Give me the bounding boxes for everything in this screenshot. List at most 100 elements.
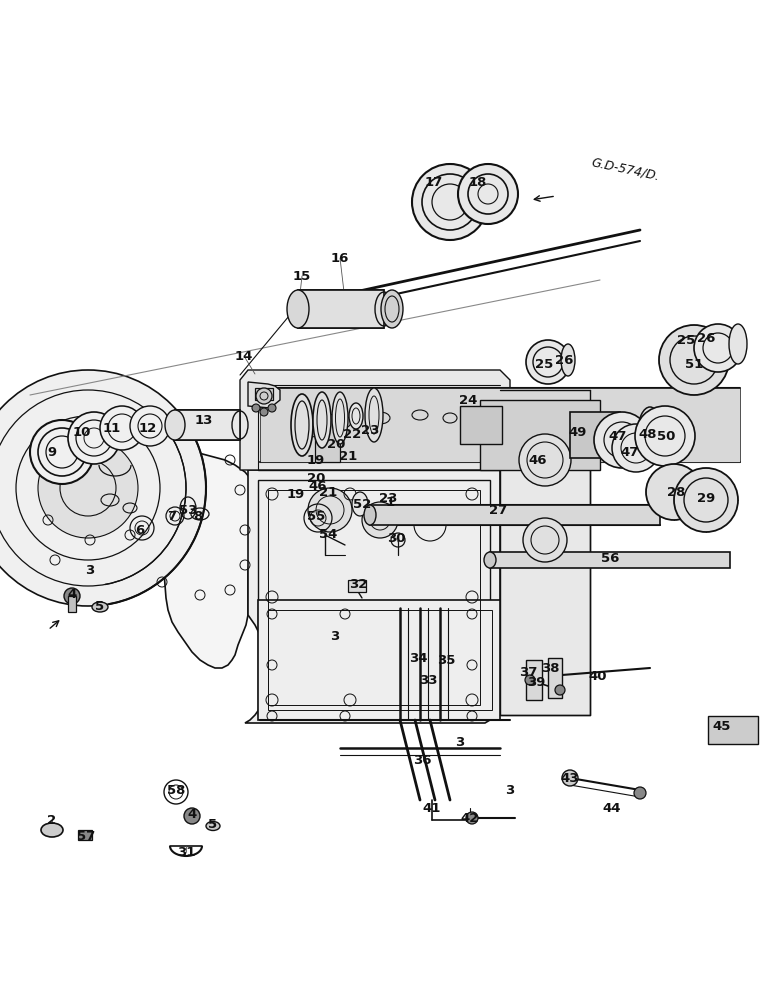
Polygon shape <box>500 390 590 715</box>
Circle shape <box>38 438 138 538</box>
Bar <box>175 410 240 440</box>
Circle shape <box>68 412 120 464</box>
Text: 23: 23 <box>361 424 379 436</box>
Text: 50: 50 <box>657 430 676 442</box>
Circle shape <box>0 370 206 606</box>
Text: 13: 13 <box>195 414 213 426</box>
Text: 5: 5 <box>208 818 218 832</box>
Circle shape <box>30 420 94 484</box>
Text: 38: 38 <box>540 662 559 674</box>
Circle shape <box>612 424 660 472</box>
Text: 23: 23 <box>379 491 397 504</box>
Text: 29: 29 <box>697 491 715 504</box>
Text: 32: 32 <box>349 578 367 590</box>
Circle shape <box>252 404 260 412</box>
Circle shape <box>694 324 742 372</box>
Text: 42: 42 <box>461 812 479 824</box>
Text: 4: 4 <box>67 587 76 600</box>
Bar <box>78 830 92 840</box>
Text: 8: 8 <box>193 510 202 522</box>
Bar <box>258 480 490 715</box>
Text: 54: 54 <box>319 528 337 540</box>
Circle shape <box>659 325 729 395</box>
Circle shape <box>412 164 488 240</box>
Text: 57: 57 <box>77 830 95 842</box>
Ellipse shape <box>206 822 220 830</box>
Circle shape <box>260 408 268 416</box>
Ellipse shape <box>349 403 363 429</box>
Circle shape <box>458 164 518 224</box>
Circle shape <box>562 770 578 786</box>
Bar <box>268 490 480 705</box>
Circle shape <box>634 787 646 799</box>
Polygon shape <box>245 470 500 723</box>
Text: 6: 6 <box>135 524 144 536</box>
Ellipse shape <box>41 823 63 837</box>
Circle shape <box>674 468 738 532</box>
Ellipse shape <box>352 492 368 516</box>
Circle shape <box>184 808 200 824</box>
Circle shape <box>526 340 570 384</box>
Text: 21: 21 <box>339 450 357 462</box>
Circle shape <box>525 675 535 685</box>
Ellipse shape <box>561 344 575 376</box>
Circle shape <box>594 412 650 468</box>
Text: 2: 2 <box>47 814 56 826</box>
Ellipse shape <box>313 392 331 448</box>
Bar <box>480 400 600 470</box>
Text: 16: 16 <box>331 251 349 264</box>
Text: 3: 3 <box>86 564 95 576</box>
Ellipse shape <box>729 324 747 364</box>
Text: 19: 19 <box>287 488 305 500</box>
Polygon shape <box>258 600 500 720</box>
Circle shape <box>635 406 695 466</box>
Text: 4: 4 <box>188 808 197 822</box>
Circle shape <box>646 464 702 520</box>
Text: 44: 44 <box>603 802 621 814</box>
Circle shape <box>268 404 276 412</box>
Text: 55: 55 <box>307 510 325 522</box>
Text: 15: 15 <box>293 269 311 282</box>
Text: 49: 49 <box>569 426 587 438</box>
Circle shape <box>100 406 144 450</box>
Polygon shape <box>248 382 280 408</box>
Text: 43: 43 <box>560 772 579 784</box>
Text: 45: 45 <box>713 720 731 732</box>
Text: 20: 20 <box>306 472 325 485</box>
Text: 36: 36 <box>413 754 432 766</box>
Text: 25: 25 <box>677 334 695 347</box>
Ellipse shape <box>484 552 496 568</box>
Ellipse shape <box>287 290 309 328</box>
Text: 27: 27 <box>489 504 507 516</box>
Circle shape <box>362 502 398 538</box>
Text: 10: 10 <box>73 426 91 438</box>
Bar <box>298 290 384 328</box>
Bar <box>490 552 730 568</box>
Text: 34: 34 <box>408 652 427 664</box>
Ellipse shape <box>365 388 383 442</box>
Text: 12: 12 <box>139 422 157 434</box>
Text: 20: 20 <box>327 438 345 450</box>
Text: 14: 14 <box>235 350 253 362</box>
Ellipse shape <box>291 394 313 456</box>
Text: 11: 11 <box>103 422 121 434</box>
Circle shape <box>256 388 272 404</box>
Text: 33: 33 <box>418 674 437 686</box>
Circle shape <box>519 434 571 486</box>
Text: 35: 35 <box>437 654 455 666</box>
Text: 18: 18 <box>469 176 487 188</box>
Text: 3: 3 <box>455 736 465 748</box>
Text: 17: 17 <box>425 176 443 188</box>
Text: 28: 28 <box>667 486 686 498</box>
Text: 3: 3 <box>506 784 515 796</box>
Bar <box>708 716 758 744</box>
Polygon shape <box>30 383 260 668</box>
Circle shape <box>555 685 565 695</box>
Text: 47: 47 <box>621 446 639 458</box>
Text: 31: 31 <box>177 846 195 858</box>
Ellipse shape <box>332 392 348 444</box>
Text: 51: 51 <box>685 358 703 370</box>
Text: 3: 3 <box>330 630 340 643</box>
Polygon shape <box>260 388 740 462</box>
Text: 26: 26 <box>555 354 573 366</box>
